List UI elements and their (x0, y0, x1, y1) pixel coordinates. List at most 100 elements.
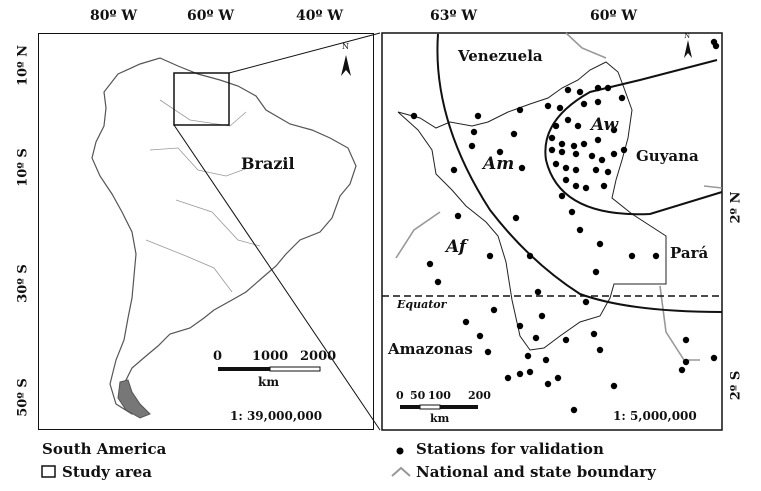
station-point (516, 370, 524, 378)
station-point (548, 146, 556, 154)
station-point (618, 94, 626, 102)
station-point (610, 126, 618, 134)
station-point (542, 356, 550, 364)
station-point (544, 102, 552, 110)
station-point (556, 104, 564, 112)
lon-label-60w: 60º W (187, 8, 235, 24)
station-point (474, 112, 482, 120)
station-point (552, 160, 560, 168)
station-point (558, 192, 566, 200)
north-label-right: N (684, 32, 691, 40)
station-point (516, 322, 524, 330)
station-point (510, 130, 518, 138)
station-point (576, 88, 584, 96)
station-point (572, 166, 580, 174)
legend-south-america: South America (42, 440, 167, 458)
station-point (532, 334, 540, 342)
station-point (590, 330, 598, 338)
station-point (610, 382, 618, 390)
scale-tick-right-200: 200 (468, 389, 491, 402)
scale-seg-right-2 (419, 404, 441, 410)
scale-unit-right: km (430, 412, 450, 425)
patagonia-tip (117, 379, 151, 419)
station-point (580, 100, 588, 108)
scale-seg-left-1 (218, 367, 270, 371)
station-point (554, 374, 562, 382)
study-area-legend-icon (41, 465, 56, 478)
station-point (572, 182, 580, 190)
legend-study-area: Study area (62, 463, 152, 481)
scale-unit-left: km (258, 375, 280, 389)
zone-label-am: Am (483, 154, 515, 174)
scale-tick-right-50: 50 (410, 389, 426, 402)
lat-label-50s: 50º S (15, 378, 31, 417)
station-point (454, 212, 462, 220)
station-point (484, 348, 492, 356)
station-point (598, 156, 606, 164)
station-point (568, 208, 576, 216)
station-point (476, 332, 484, 340)
scale-tick-right-100: 100 (428, 389, 451, 402)
region-label-amazonas: Amazonas (388, 340, 473, 358)
lat-label-2n: 2º N (728, 191, 744, 224)
zone-label-aw: Aw (591, 115, 619, 135)
station-point (468, 142, 476, 150)
station-point (570, 142, 578, 150)
internal-borders (145, 99, 261, 293)
scale-seg-left-2 (269, 366, 321, 372)
lon-label-80w: 80º W (90, 8, 138, 24)
lat-label-30s: 30º S (15, 264, 31, 303)
station-point (538, 312, 546, 320)
lon-label-60w-right: 60º W (590, 8, 638, 24)
national-boundary-gray (395, 32, 723, 361)
scale-ratio-right: 1: 5,000,000 (613, 409, 697, 423)
station-point (596, 240, 604, 248)
station-point (678, 366, 686, 374)
station-point (620, 146, 628, 154)
north-label-left: N (342, 42, 349, 51)
station-point (652, 252, 660, 260)
station-point (582, 184, 590, 192)
station-point (486, 252, 494, 260)
station-point (610, 150, 618, 158)
station-point (596, 346, 604, 354)
region-label-venezuela: Venezuela (458, 47, 543, 65)
station-point (558, 140, 566, 148)
lat-label-10s: 10º S (15, 148, 31, 187)
station-point (526, 368, 534, 376)
scale-tick-left-0: 0 (213, 349, 223, 364)
station-point (712, 42, 720, 50)
station-point (496, 148, 504, 156)
station-point (564, 86, 572, 94)
station-point (504, 374, 512, 382)
station-point (572, 150, 580, 158)
zone-label-af: Af (446, 237, 467, 257)
station-point (518, 164, 526, 172)
station-point (426, 260, 434, 268)
scale-tick-left-2000: 2000 (300, 349, 337, 364)
station-legend-icon (396, 447, 404, 455)
station-point (524, 352, 532, 360)
station-point (604, 84, 612, 92)
station-point (552, 122, 560, 130)
station-point (576, 226, 584, 234)
south-america-outline (91, 57, 357, 415)
station-point (574, 122, 582, 130)
region-label-guyana: Guyana (636, 147, 699, 165)
station-point (526, 252, 534, 260)
zone-boundary-am-aw (544, 59, 723, 216)
scale-tick-left-1000: 1000 (252, 349, 289, 364)
station-point (558, 148, 566, 156)
station-point (450, 166, 458, 174)
region-label-para: Pará (670, 244, 709, 262)
station-point (562, 164, 570, 172)
station-point (434, 278, 442, 286)
station-point (594, 84, 602, 92)
station-point (628, 252, 636, 260)
station-point (544, 380, 552, 388)
north-arrow-left-icon (341, 55, 351, 76)
north-arrow-right-icon (684, 40, 692, 58)
station-point (604, 168, 612, 176)
study-area-map-panel (381, 32, 723, 431)
